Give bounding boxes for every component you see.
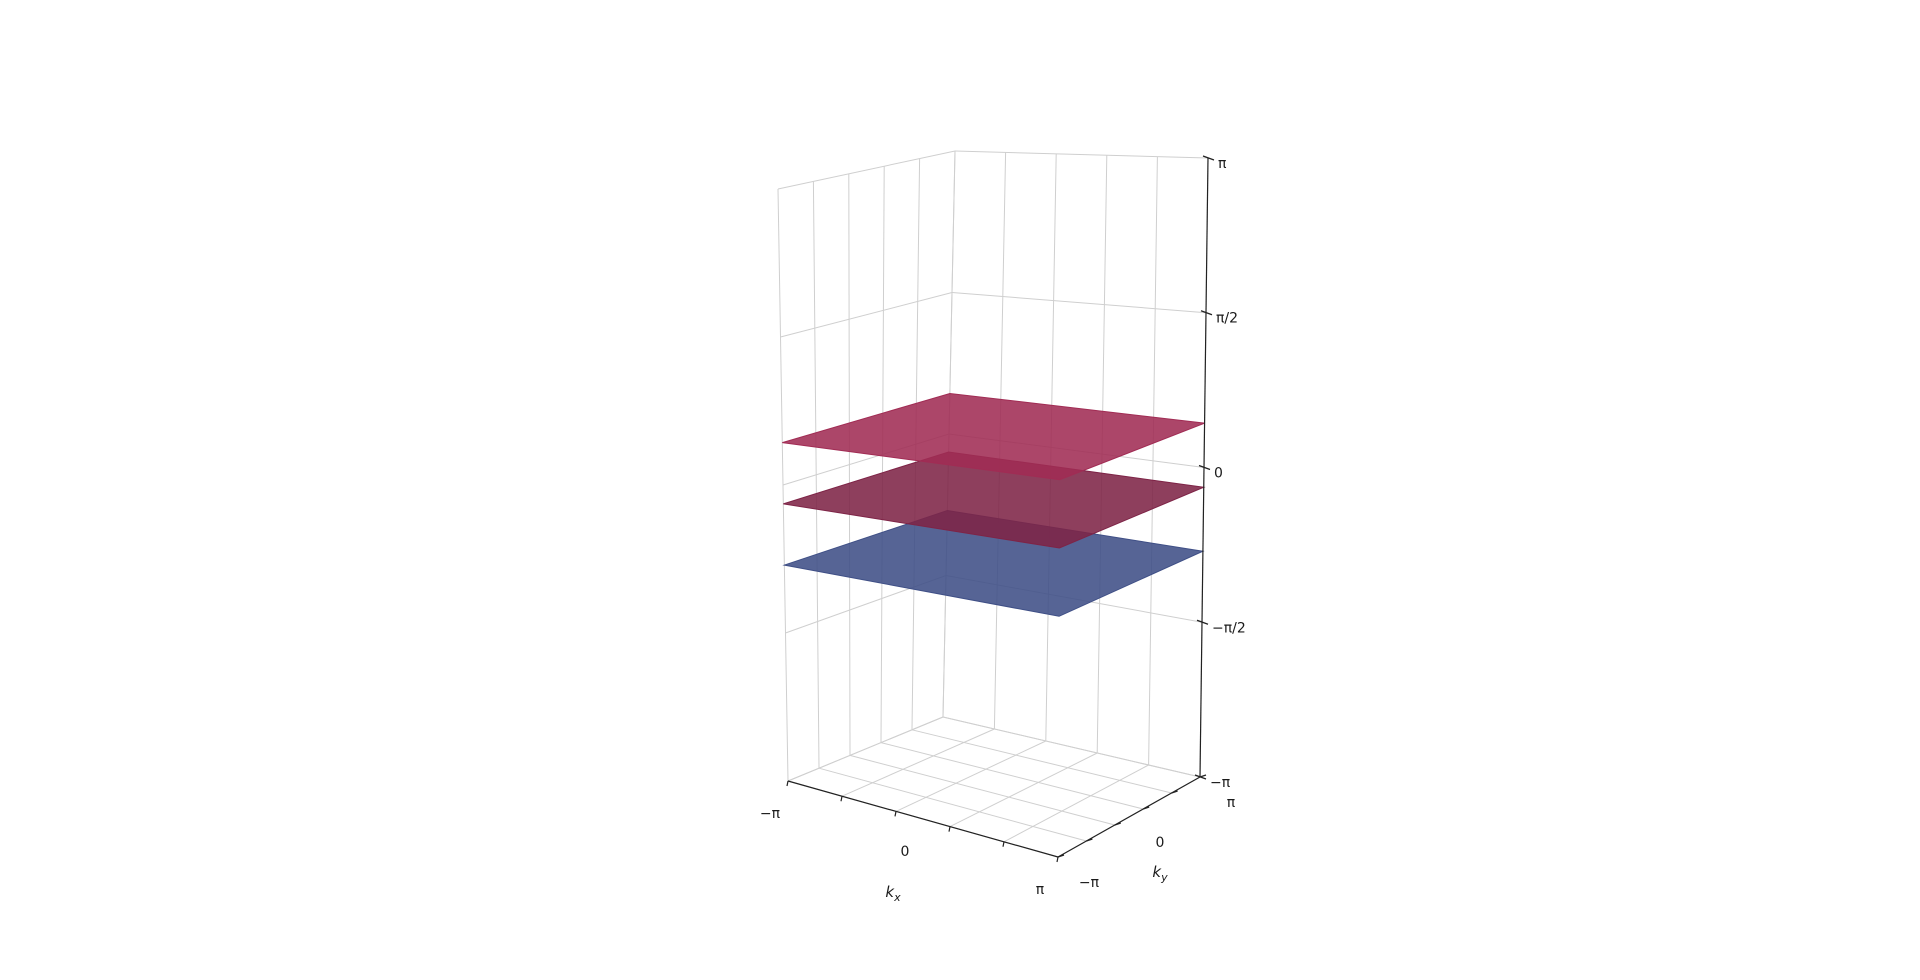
z-tick-label: π/2 [1216,311,1238,327]
z-tick-mark [1194,774,1207,780]
energy-bands [782,392,1206,617]
axes: −π 0 π −π 0 π −π −π/2 0 π/2 π kx ky [760,155,1246,904]
floor-grid-line [911,729,1172,794]
x-tick-mark [894,811,897,817]
side-pane-grid-line [777,150,956,190]
floor-grid-line [1003,764,1149,843]
floor-grid-line [849,754,1115,826]
floor-grid-line [818,767,1087,842]
x-tick-mark [840,796,843,802]
y-tick-mark [1143,806,1150,810]
floor-grid-line [895,740,1047,812]
back-pane-grid-line [951,292,1207,314]
z-tick-label: −π/2 [1212,620,1246,636]
x-tick-label: −π [760,806,781,822]
z-tick-label: π [1218,156,1227,172]
x-axis-line [787,780,1059,858]
x-tick-label: 0 [901,844,910,860]
z-tick-mark [1196,619,1209,625]
z-tick-label: 0 [1214,466,1223,482]
y-tick-mark [1171,790,1178,794]
side-pane-grid-line [780,292,953,338]
y-axis-line [1057,776,1201,858]
z-tick-mark [1200,310,1213,316]
x-tick-mark [786,780,789,787]
x-tick-label: π [1036,882,1045,898]
x-tick-mark [1056,856,1059,863]
x-tick-mark [948,826,951,832]
y-tick-mark [1114,822,1121,826]
side-pane-grid-line [787,716,944,782]
band-surface-1 [782,392,1205,481]
z-tick-mark [1198,464,1211,471]
back-pane-grid-line [942,716,1201,778]
floor-grid-line [841,728,995,797]
z-tick-label: −π [1210,775,1231,791]
y-tick-label: −π [1079,875,1100,891]
x-tick-mark [1002,841,1005,847]
y-tick-label: 0 [1156,835,1165,851]
y-tick-label: π [1227,795,1236,811]
y-tick-mark [1057,854,1065,858]
back-pane-grid-line [954,150,1209,159]
x-axis-label: kx [885,883,901,904]
y-axis-label: ky [1152,863,1168,884]
z-tick-mark [1202,155,1215,161]
y-tick-mark [1086,838,1093,842]
floor-grid-line [949,752,1098,828]
floor-grid-line [880,742,1144,810]
